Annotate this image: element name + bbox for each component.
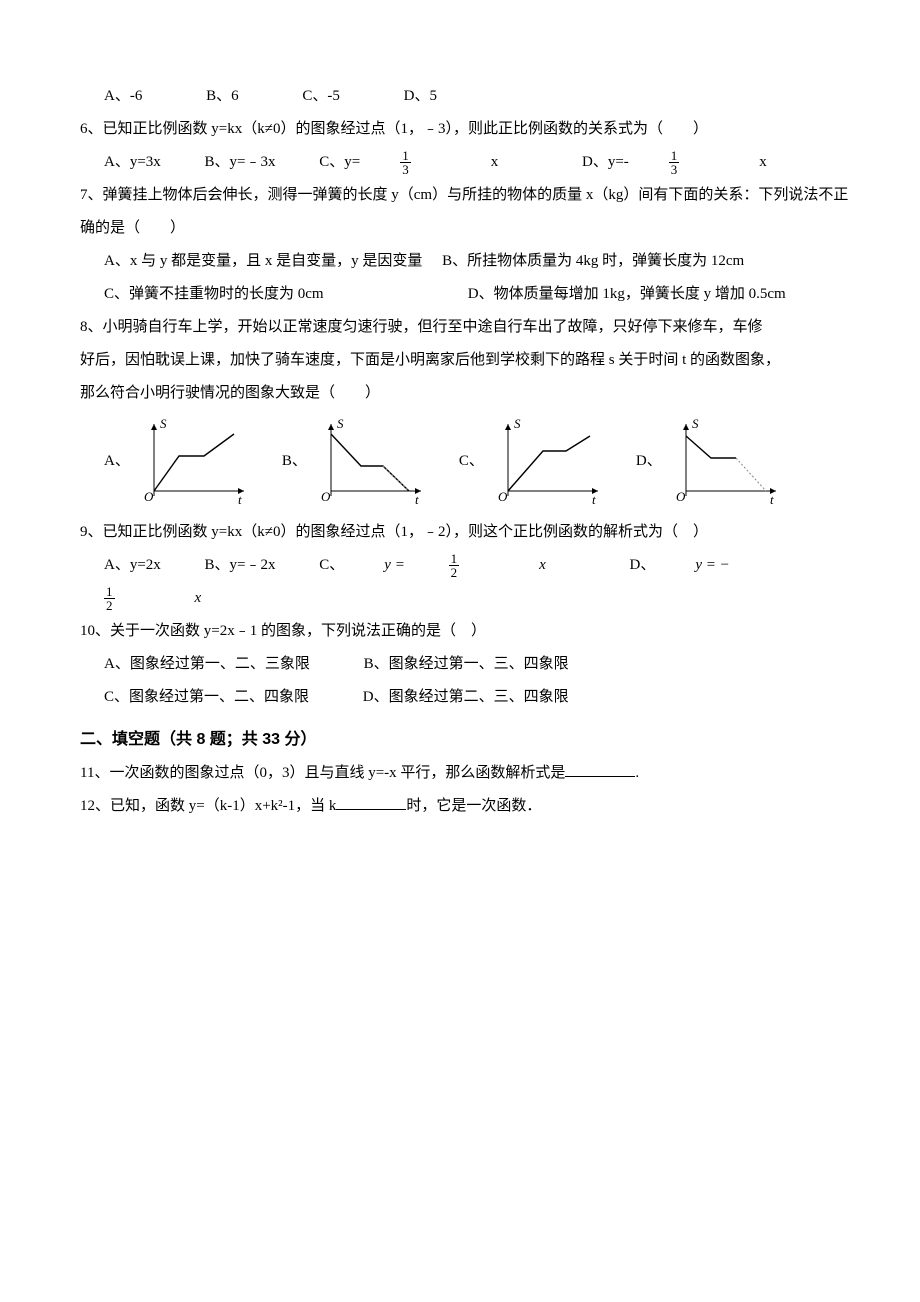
q12: 12、已知，函数 y=（k-1）x+k²-1，当 k 时，它是一次函数． bbox=[80, 790, 860, 823]
q11: 11、一次函数的图象过点（0，3）且与直线 y=-x 平行，那么函数解析式是. bbox=[80, 757, 860, 790]
y-axis-label: S bbox=[514, 416, 521, 431]
q5-opt-b: B、6 bbox=[206, 88, 239, 104]
frac-den: 3 bbox=[400, 163, 411, 176]
q12-post: 时，它是一次函数． bbox=[406, 798, 541, 814]
origin-label: O bbox=[676, 489, 686, 504]
q6-stem: 6、已知正比例函数 y=kx（k≠0）的图象经过点（1，﹣3），则此正比例函数的… bbox=[80, 113, 860, 146]
graph-a-icon: O S t bbox=[134, 416, 254, 506]
q8-a-label: A、 bbox=[104, 445, 130, 478]
origin-label: O bbox=[498, 489, 508, 504]
frac-num: 1 bbox=[669, 149, 680, 163]
q10-opt-c: C、图象经过第一、二、四象限 bbox=[104, 689, 309, 705]
q8-opt-d: D、 O S t bbox=[636, 416, 786, 506]
y-axis-label: S bbox=[337, 416, 344, 431]
q11-pre: 11、一次函数的图象过点（0，3）且与直线 y=-x 平行，那么函数解析式是 bbox=[80, 765, 565, 781]
q8-opt-c: C、 O S t bbox=[459, 416, 608, 506]
q7-opt-a: A、x 与 y 都是变量，且 x 是自变量，y 是因变量 bbox=[104, 253, 422, 269]
q9-d-math: y = − bbox=[695, 557, 729, 573]
q8-l3: 那么符合小明行驶情况的图象大致是（ ） bbox=[80, 377, 860, 410]
q10-opt-a: A、图象经过第一、二、三象限 bbox=[104, 656, 310, 672]
q6-opt-a: A、y=3x bbox=[104, 154, 161, 170]
graph-c-icon: O S t bbox=[488, 416, 608, 506]
x-axis-label: t bbox=[592, 492, 596, 506]
q8-b-label: B、 bbox=[282, 445, 307, 478]
q11-post: . bbox=[635, 765, 639, 781]
x-axis-label: t bbox=[238, 492, 242, 506]
q5-opt-a: A、-6 bbox=[104, 88, 142, 104]
q7-opt-b: B、所挂物体质量为 4kg 时，弹簧长度为 12cm bbox=[442, 253, 744, 269]
q8-opt-a: A、 O S t bbox=[104, 416, 254, 506]
q6-options: A、y=3x B、y=﹣3x C、y=13x D、y=-13x bbox=[80, 146, 860, 179]
frac-den: 2 bbox=[104, 599, 115, 612]
q8-opt-b: B、 O S t bbox=[282, 416, 431, 506]
fraction-icon: 13 bbox=[669, 149, 720, 176]
q9-d-var: x bbox=[195, 590, 202, 606]
graph-d-icon: O S t bbox=[666, 416, 786, 506]
x-axis-label: t bbox=[770, 492, 774, 506]
q10-row1: A、图象经过第一、二、三象限 B、图象经过第一、三、四象限 bbox=[80, 648, 860, 681]
q5-opt-d: D、5 bbox=[404, 88, 437, 104]
q8-l2: 好后，因怕耽误上课，加快了骑车速度，下面是小明离家后他到学校剩下的路程 s 关于… bbox=[80, 344, 860, 377]
q5-options: A、-6 B、6 C、-5 D、5 bbox=[80, 80, 860, 113]
q8-l1: 8、小明骑自行车上学，开始以正常速度匀速行驶，但行至中途自行车出了故障，只好停下… bbox=[80, 311, 860, 344]
x-axis-label: t bbox=[415, 492, 419, 506]
q10-row2: C、图象经过第一、二、四象限 D、图象经过第二、三、四象限 bbox=[80, 681, 860, 714]
blank-input[interactable] bbox=[565, 761, 635, 777]
y-axis-label: S bbox=[160, 416, 167, 431]
q7-opt-d: D、物体质量每增加 1kg，弹簧长度 y 增加 0.5cm bbox=[468, 286, 786, 302]
q5-opt-c: C、-5 bbox=[302, 88, 340, 104]
frac-num: 1 bbox=[104, 585, 115, 599]
q7-stem: 7、弹簧挂上物体后会伸长，测得一弹簧的长度 y（cm）与所挂的物体的质量 x（k… bbox=[80, 179, 860, 245]
frac-num: 1 bbox=[400, 149, 411, 163]
q8-graph-row: A、 O S t B、 O S t C、 bbox=[80, 416, 860, 506]
q9-opt-a: A、y=2x bbox=[104, 557, 161, 573]
origin-label: O bbox=[321, 489, 331, 504]
q10-stem: 10、关于一次函数 y=2x﹣1 的图象，下列说法正确的是（ ） bbox=[80, 615, 860, 648]
q6-opt-d: D、y=-13x bbox=[582, 154, 807, 170]
section-2-title: 二、填空题（共 8 题；共 33 分） bbox=[80, 722, 860, 757]
graph-b-icon: O S t bbox=[311, 416, 431, 506]
frac-den: 2 bbox=[449, 566, 460, 579]
q7-options-row1: A、x 与 y 都是变量，且 x 是自变量，y 是因变量 B、所挂物体质量为 4… bbox=[80, 245, 860, 278]
q7-opt-c: C、弹簧不挂重物时的长度为 0cm bbox=[104, 278, 424, 311]
q9-opt-c: C、y = 12x bbox=[319, 557, 589, 573]
q6-c-var: x bbox=[491, 154, 499, 170]
q12-pre: 12、已知，函数 y=（k-1）x+k²-1，当 k bbox=[80, 798, 336, 814]
q10-opt-b: B、图象经过第一、三、四象限 bbox=[364, 656, 569, 672]
q6-c-pre: C、y= bbox=[319, 154, 360, 170]
q10-opt-d: D、图象经过第二、三、四象限 bbox=[363, 689, 569, 705]
q9-c-pre: C、 bbox=[319, 557, 344, 573]
q9-opt-b: B、y=﹣2x bbox=[205, 557, 276, 573]
frac-num: 1 bbox=[449, 552, 460, 566]
frac-den: 3 bbox=[669, 163, 680, 176]
fraction-icon: 12 bbox=[104, 585, 155, 612]
q6-d-pre: D、y=- bbox=[582, 154, 629, 170]
fraction-icon: 13 bbox=[400, 149, 451, 176]
fraction-icon: 12 bbox=[449, 552, 500, 579]
y-axis-label: S bbox=[692, 416, 699, 431]
origin-label: O bbox=[144, 489, 154, 504]
blank-input[interactable] bbox=[336, 794, 406, 810]
q8-d-label: D、 bbox=[636, 445, 662, 478]
q6-d-var: x bbox=[759, 154, 767, 170]
q9-c-var: x bbox=[539, 557, 546, 573]
q6-opt-b: B、y=﹣3x bbox=[205, 154, 276, 170]
q7-options-row2: C、弹簧不挂重物时的长度为 0cm D、物体质量每增加 1kg，弹簧长度 y 增… bbox=[80, 278, 860, 311]
q6-opt-c: C、y=13x bbox=[319, 154, 542, 170]
q9-d-pre: D、 bbox=[629, 557, 655, 573]
q9-options: A、y=2x B、y=﹣2x C、y = 12x D、y = − 12x bbox=[80, 549, 860, 615]
q8-c-label: C、 bbox=[459, 445, 484, 478]
q9-c-math: y = bbox=[384, 557, 408, 573]
q9-stem: 9、已知正比例函数 y=kx（k≠0）的图象经过点（1，﹣2），则这个正比例函数… bbox=[80, 516, 860, 549]
